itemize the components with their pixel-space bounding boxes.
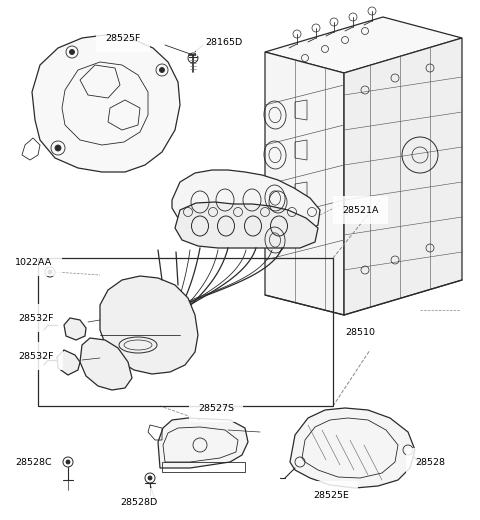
Text: 28532F: 28532F xyxy=(18,314,53,322)
Polygon shape xyxy=(64,318,86,340)
Polygon shape xyxy=(172,170,320,235)
Polygon shape xyxy=(32,35,180,172)
Polygon shape xyxy=(80,338,132,390)
Circle shape xyxy=(70,49,74,55)
Circle shape xyxy=(159,68,165,72)
Text: 28527S: 28527S xyxy=(198,404,234,412)
Polygon shape xyxy=(265,52,344,315)
Text: 1022AA: 1022AA xyxy=(15,257,52,267)
Polygon shape xyxy=(57,350,80,375)
Bar xyxy=(38,258,333,406)
Polygon shape xyxy=(100,276,198,374)
Polygon shape xyxy=(344,38,462,315)
Circle shape xyxy=(66,460,70,464)
Circle shape xyxy=(55,145,61,151)
Text: 28525E: 28525E xyxy=(313,490,349,500)
Text: 28528D: 28528D xyxy=(120,498,157,506)
Text: 28528: 28528 xyxy=(415,458,445,466)
Text: 28510: 28510 xyxy=(345,328,375,336)
Text: 28165D: 28165D xyxy=(205,37,242,46)
Text: 28525F: 28525F xyxy=(105,33,140,43)
Text: 28521A: 28521A xyxy=(342,205,379,215)
Polygon shape xyxy=(290,408,415,488)
Circle shape xyxy=(148,476,152,480)
Text: 28532F: 28532F xyxy=(18,352,53,360)
Text: 28528C: 28528C xyxy=(15,458,52,466)
Polygon shape xyxy=(175,202,318,248)
Circle shape xyxy=(48,270,52,274)
Polygon shape xyxy=(158,418,248,468)
Polygon shape xyxy=(265,17,462,73)
